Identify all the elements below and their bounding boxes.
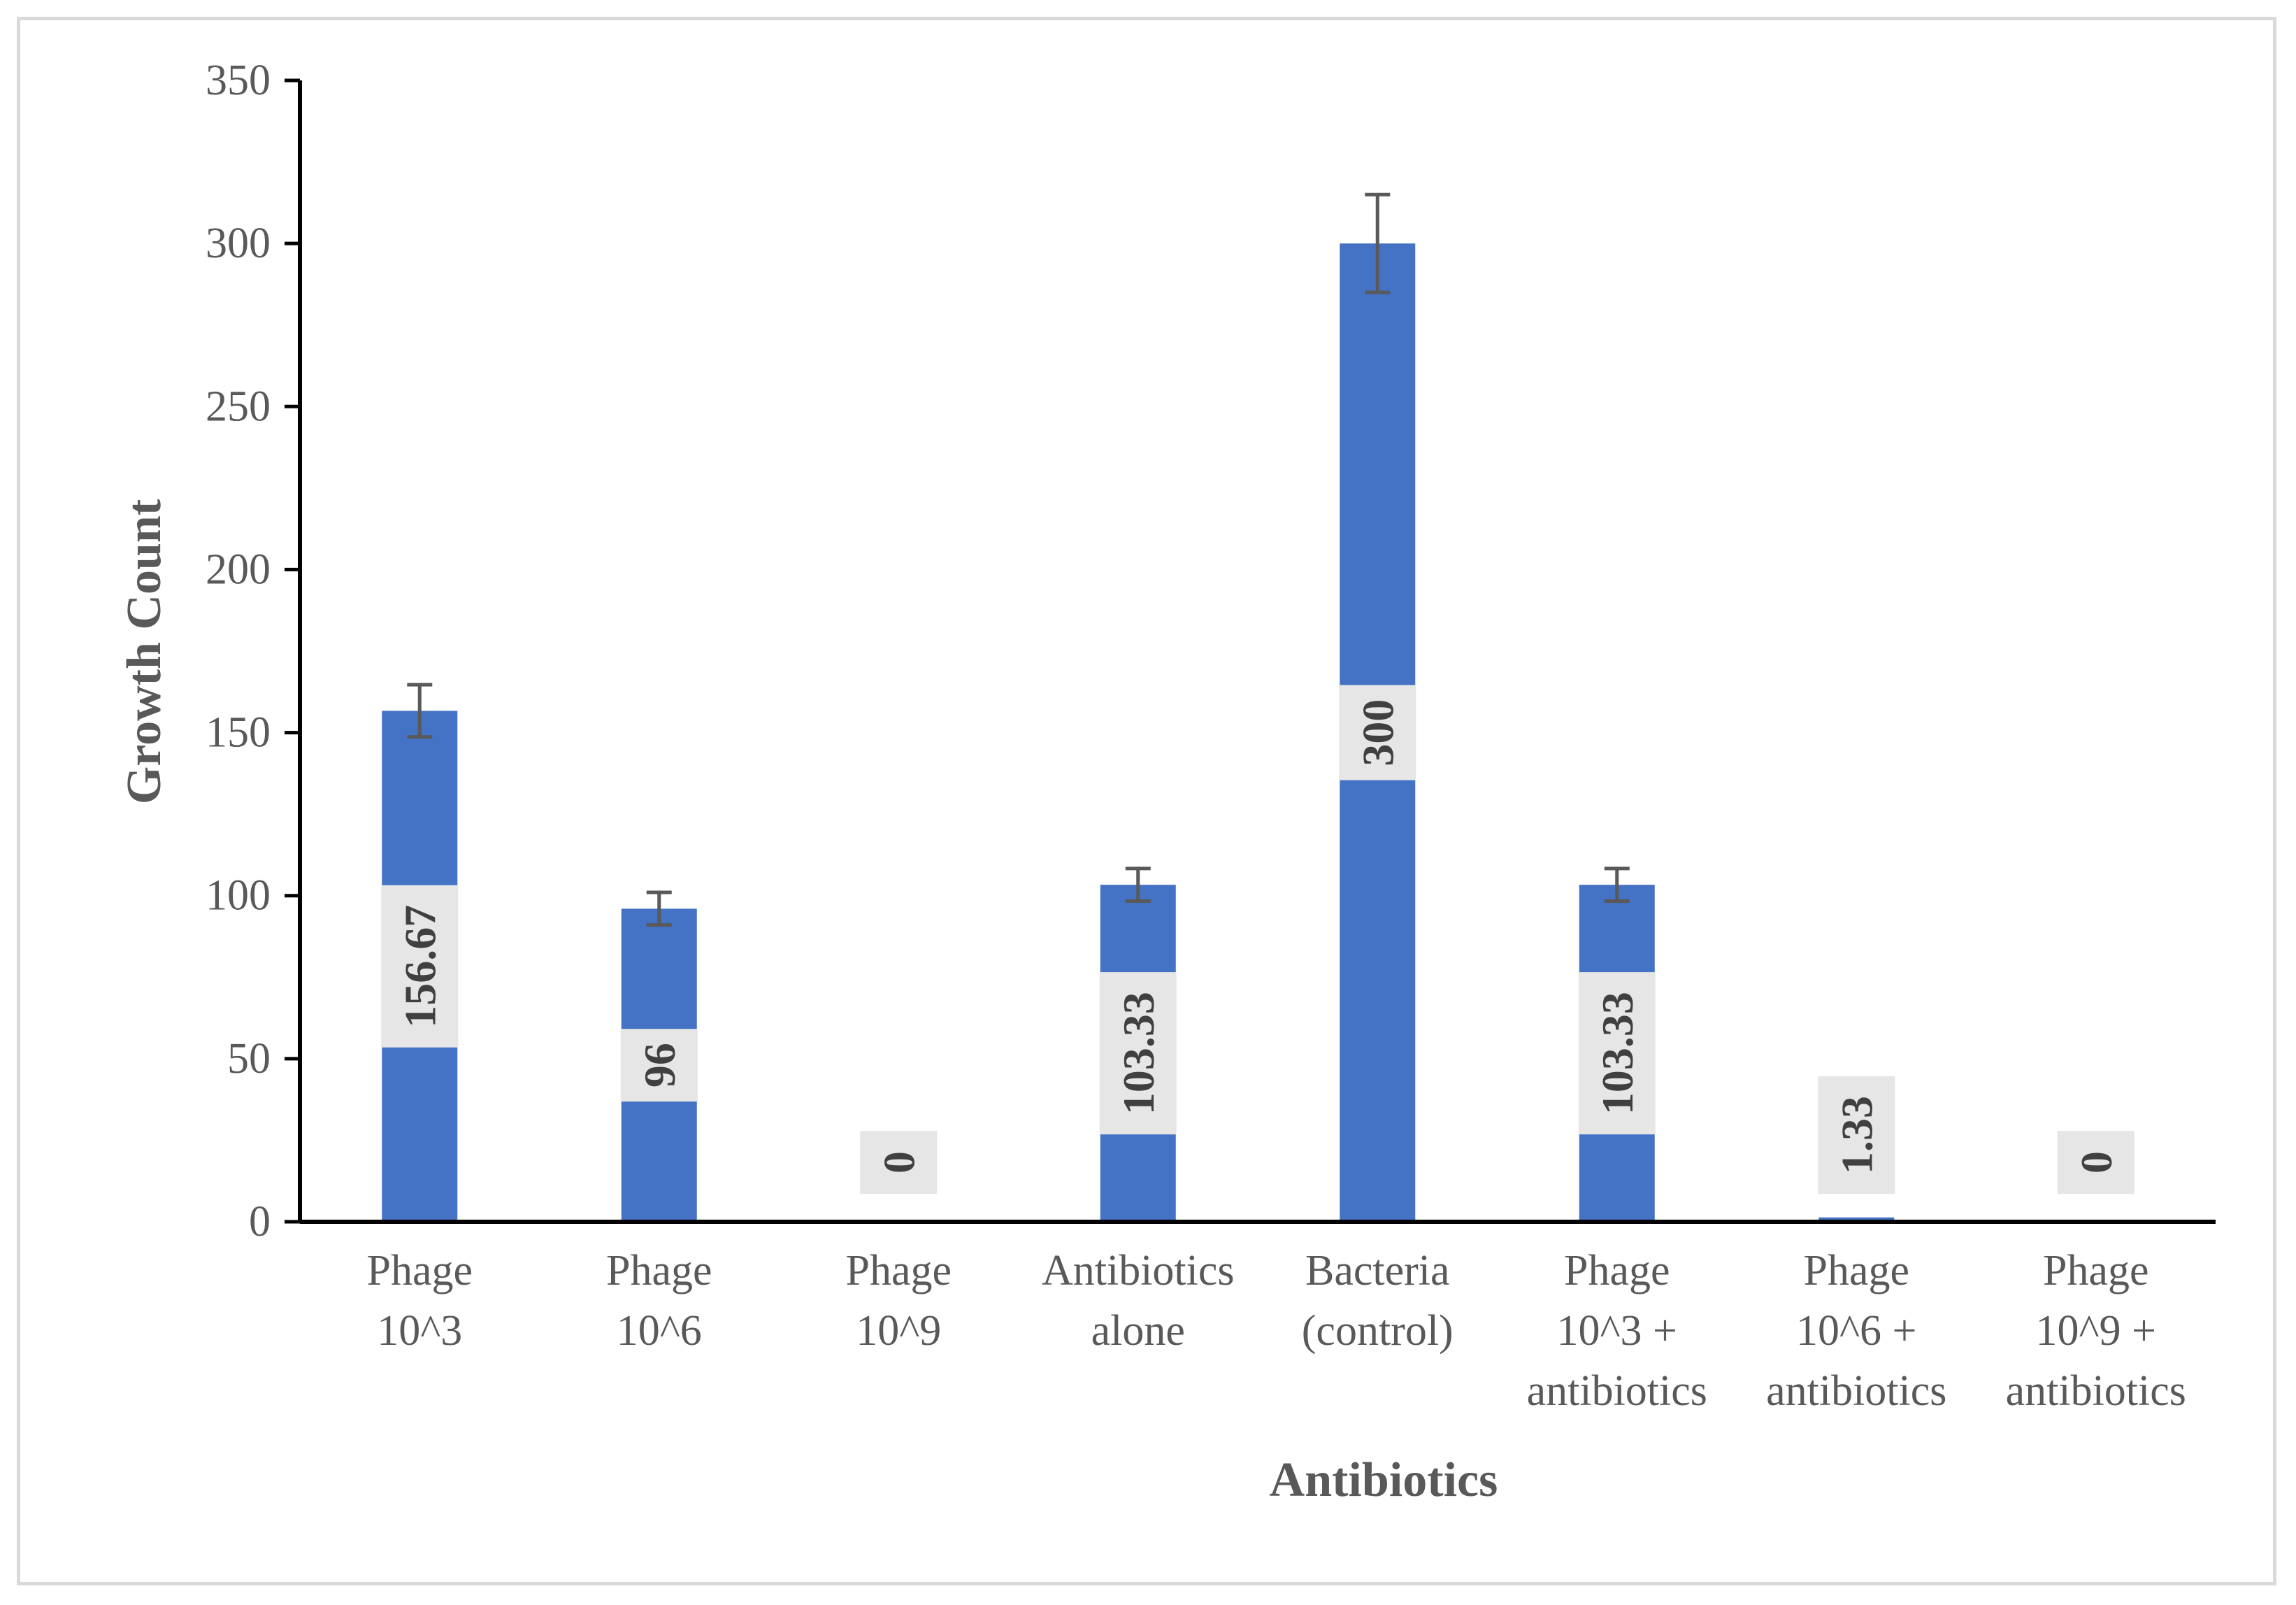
y-tick-label: 150 <box>206 709 271 757</box>
data-label-text: 0 <box>874 1151 924 1174</box>
x-category-label: Bacteria (control) <box>1302 1247 1454 1355</box>
bar <box>1818 1217 1895 1222</box>
data-label: 96 <box>620 1029 698 1102</box>
data-label-text: 0 <box>2072 1151 2121 1174</box>
x-tick-label-line: 10^6 <box>617 1307 702 1355</box>
y-axis-title: Growth Count <box>117 499 171 804</box>
x-category-label: Antibiotics alone <box>1042 1247 1235 1355</box>
y-tick-label: 300 <box>206 220 271 267</box>
x-category-label: Phage 10^3 <box>366 1247 473 1355</box>
y-tick-label: 200 <box>206 545 271 593</box>
error-bars-layer <box>407 192 1630 927</box>
data-label: 103.33 <box>1578 972 1656 1135</box>
x-tick-label-line: antibiotics <box>2006 1367 2186 1415</box>
x-tick-label-line: alone <box>1091 1307 1185 1355</box>
x-category-label: Phage 10^3 + antibiotics <box>1527 1247 1707 1415</box>
x-axis-title: Antibiotics <box>1270 1453 1498 1507</box>
data-label-text: 1.33 <box>1832 1096 1881 1174</box>
x-tick-label-line: Phage <box>845 1247 952 1294</box>
error-bar <box>1365 192 1391 294</box>
x-tick-label-line: (control) <box>1302 1307 1454 1355</box>
data-label: 0 <box>860 1131 938 1194</box>
x-tick-label-line: Bacteria <box>1305 1247 1450 1294</box>
y-ticks-layer: 0 50 100 150 200 250 300 350 <box>206 57 300 1246</box>
error-bar <box>1125 866 1151 904</box>
error-bar <box>1604 866 1630 904</box>
data-label: 103.33 <box>1099 972 1177 1135</box>
x-tick-label-line: 10^9 + <box>2035 1307 2156 1355</box>
x-tick-label-line: 10^9 <box>856 1307 941 1355</box>
data-label-text: 96 <box>635 1043 684 1087</box>
y-tick-label: 350 <box>206 57 271 104</box>
x-tick-label-line: 10^6 + <box>1796 1307 1917 1355</box>
x-tick-label-line: Phage <box>1803 1247 1909 1294</box>
x-category-label: Phage 10^9 + antibiotics <box>2006 1247 2186 1415</box>
y-tick-label: 250 <box>206 383 271 430</box>
error-bar <box>646 890 672 927</box>
chart-frame: 0 50 100 150 200 250 300 350 Phage 10^3 Phage 10^6… <box>17 17 2276 1585</box>
data-label-text: 156.67 <box>395 905 445 1028</box>
x-tick-label-line: Phage <box>606 1247 712 1294</box>
data-labels-layer: 156.67 96 0 103.33 300 103.33 1.33 0 <box>381 685 2134 1194</box>
y-tick-label: 50 <box>227 1035 271 1083</box>
x-category-label: Phage 10^6 + antibiotics <box>1766 1247 1946 1415</box>
x-tick-label-line: antibiotics <box>1766 1367 1946 1415</box>
x-tick-label-line: Phage <box>366 1247 473 1294</box>
data-label-text: 103.33 <box>1114 992 1163 1115</box>
y-tick-label: 0 <box>249 1198 271 1246</box>
x-tick-label-line: antibiotics <box>1527 1367 1707 1415</box>
data-label-text: 300 <box>1353 699 1402 766</box>
y-tick-label: 100 <box>206 872 271 920</box>
data-label: 300 <box>1339 685 1416 780</box>
data-label: 1.33 <box>1818 1076 1895 1194</box>
data-label: 0 <box>2057 1131 2134 1194</box>
axes-layer <box>298 80 2216 1224</box>
bar-chart: 0 50 100 150 200 250 300 350 Phage 10^3 Phage 10^6… <box>117 57 2216 1507</box>
x-tick-label-line: Phage <box>1564 1247 1670 1294</box>
error-bar <box>407 683 433 739</box>
x-category-label: Phage 10^9 <box>845 1247 952 1355</box>
data-label-text: 103.33 <box>1593 992 1642 1115</box>
x-category-label: Phage 10^6 <box>606 1247 712 1355</box>
x-tick-label-line: Phage <box>2043 1247 2149 1294</box>
data-label: 156.67 <box>381 885 459 1048</box>
x-tick-label-line: 10^3 <box>377 1307 462 1355</box>
x-tick-label-line: Antibiotics <box>1042 1247 1235 1294</box>
x-categories-layer: Phage 10^3 Phage 10^6 Phage 10^9 Antibiotics al… <box>366 1247 2186 1415</box>
x-tick-label-line: 10^3 + <box>1556 1307 1677 1355</box>
